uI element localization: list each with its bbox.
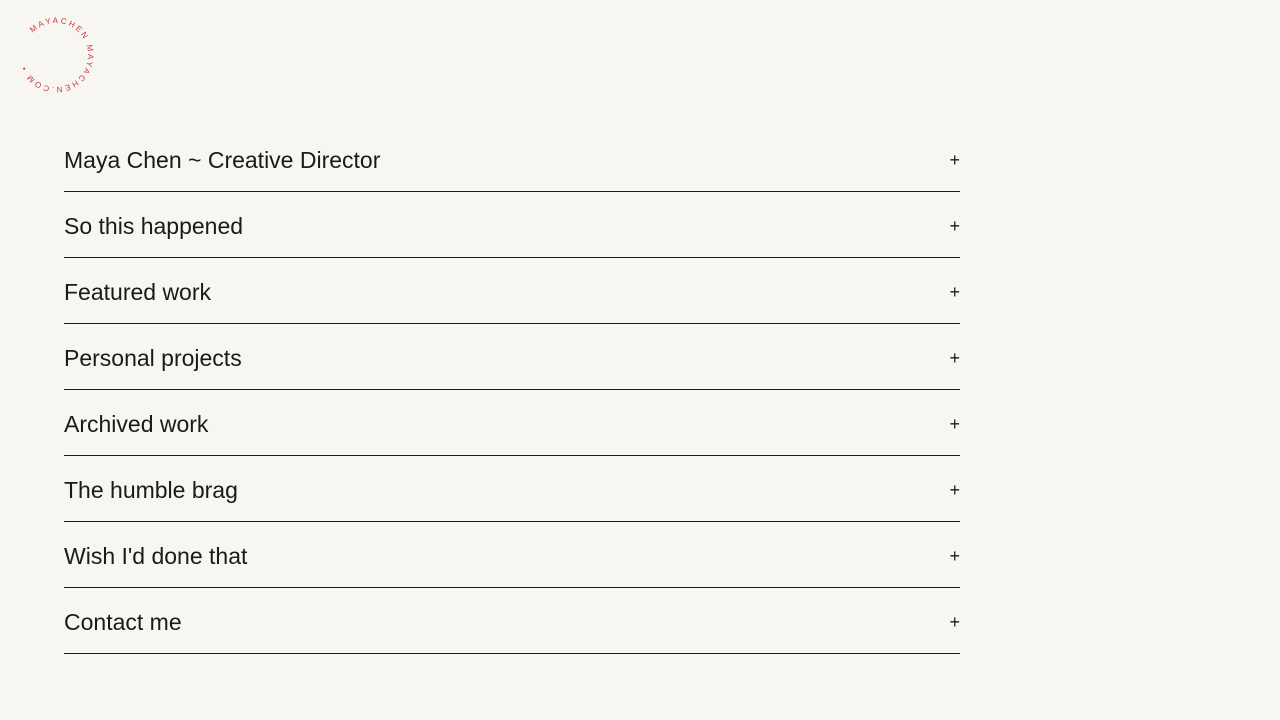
circular-logo-text: MAYACHEN MAYACHEN.COM • bbox=[19, 16, 95, 94]
accordion-item-label: Archived work bbox=[64, 411, 209, 437]
accordion-item-label: Personal projects bbox=[64, 345, 242, 371]
accordion-item[interactable]: Featured work + bbox=[64, 258, 960, 324]
svg-text:MAYACHEN MAYACHEN.COM •: MAYACHEN MAYACHEN.COM • bbox=[19, 16, 95, 94]
plus-icon[interactable]: + bbox=[949, 348, 960, 368]
accordion-menu: Maya Chen ~ Creative Director + So this ha… bbox=[64, 126, 960, 654]
plus-icon[interactable]: + bbox=[949, 414, 960, 434]
accordion-item[interactable]: Wish I'd done that + bbox=[64, 522, 960, 588]
accordion-item-label: Contact me bbox=[64, 609, 182, 635]
accordion-item-label: So this happened bbox=[64, 213, 244, 239]
accordion-item[interactable]: The humble brag + bbox=[64, 456, 960, 522]
plus-icon[interactable]: + bbox=[949, 546, 960, 566]
logo-text: MAYACHEN MAYACHEN.COM • bbox=[19, 16, 93, 94]
accordion-item-label: Maya Chen ~ Creative Director bbox=[64, 147, 381, 173]
accordion-item[interactable]: Maya Chen ~ Creative Director + bbox=[64, 126, 960, 192]
plus-icon[interactable]: + bbox=[949, 480, 960, 500]
logo[interactable]: MAYACHEN MAYACHEN.COM • bbox=[14, 13, 98, 97]
plus-icon[interactable]: + bbox=[949, 282, 960, 302]
accordion-item-label: Wish I'd done that bbox=[64, 543, 248, 569]
accordion-item[interactable]: Archived work + bbox=[64, 390, 960, 456]
accordion-item[interactable]: Contact me + bbox=[64, 588, 960, 654]
accordion-item[interactable]: So this happened + bbox=[64, 192, 960, 258]
accordion-item[interactable]: Personal projects + bbox=[64, 324, 960, 390]
accordion-item-label: The humble brag bbox=[64, 477, 238, 503]
accordion-item-label: Featured work bbox=[64, 279, 212, 305]
plus-icon[interactable]: + bbox=[949, 216, 960, 236]
plus-icon[interactable]: + bbox=[949, 612, 960, 632]
plus-icon[interactable]: + bbox=[949, 150, 960, 170]
